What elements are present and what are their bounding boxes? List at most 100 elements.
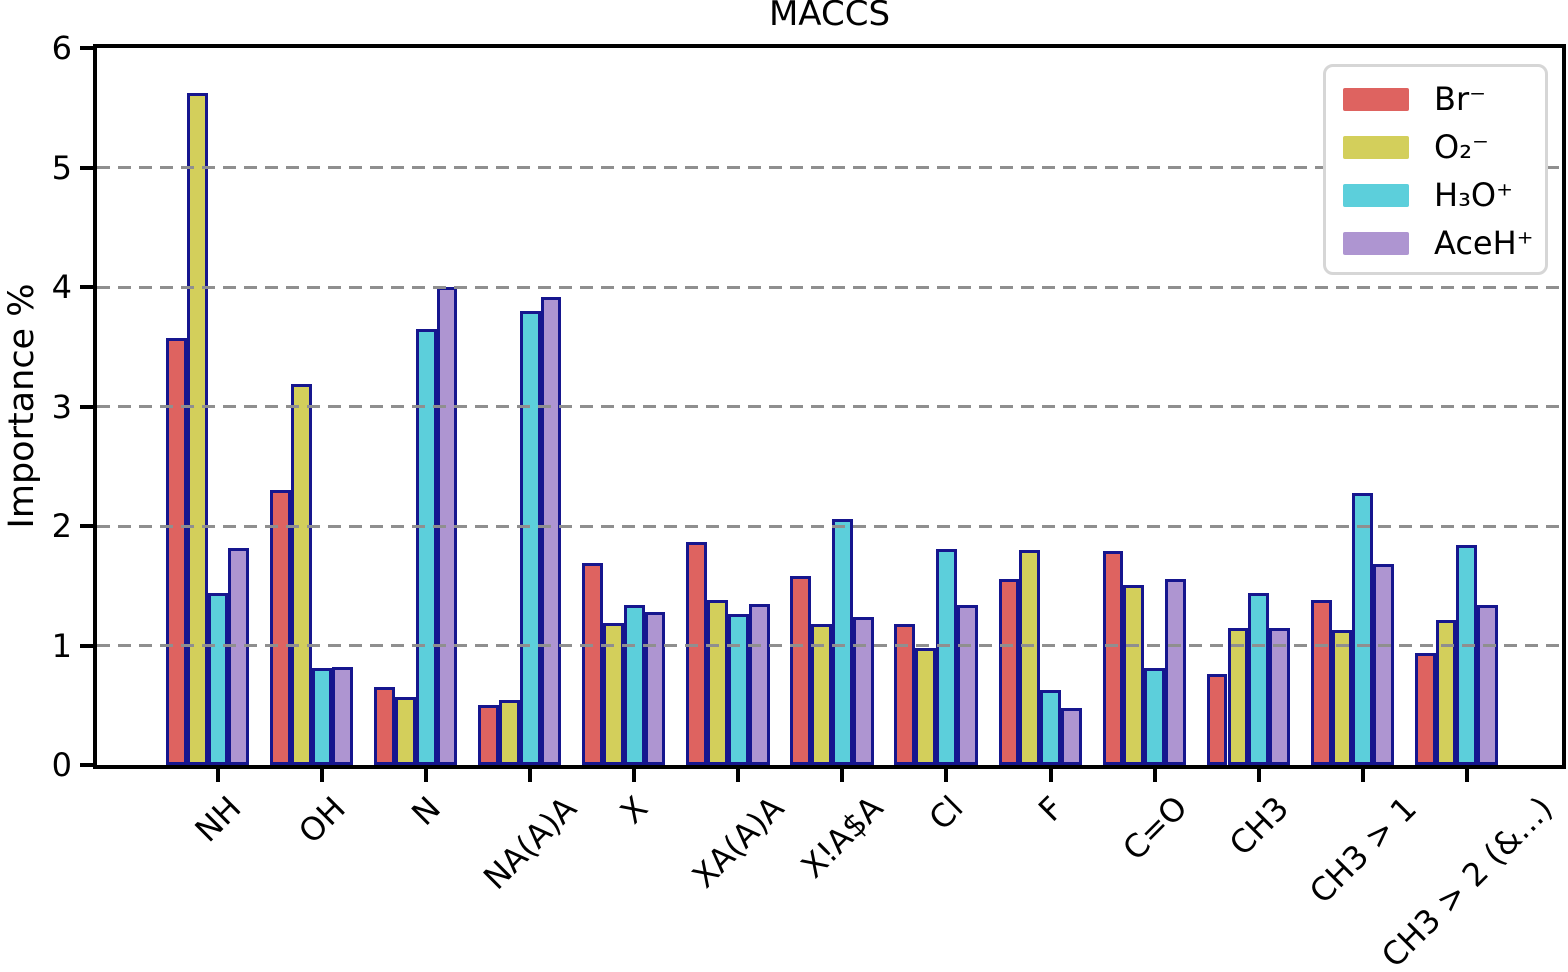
x-tick-label: OH [291,788,353,851]
legend-swatch [1343,183,1409,207]
x-tick [424,769,429,782]
x-tick-label: F [1030,788,1071,829]
legend-swatch [1343,135,1409,159]
x-tick-label: C=O [1114,788,1195,869]
x-tick [1048,769,1053,782]
x-tick-label: XA(A)A [685,788,792,896]
gridline [97,166,1562,169]
bar [915,647,937,765]
y-tick-label: 4 [51,268,72,306]
x-tick [1152,769,1157,782]
x-tick [320,769,325,782]
bar [311,668,333,765]
bar [1227,627,1249,765]
gridline [97,405,1562,408]
x-tick [1360,769,1365,782]
bar [1060,707,1082,765]
y-tick [80,763,93,767]
y-tick-label: 0 [51,746,72,784]
bar [1019,549,1041,765]
x-tick [1256,769,1261,782]
bar [603,622,624,765]
bar [228,547,250,765]
bar [540,296,562,765]
x-tick [736,769,741,782]
x-tick-label: NA(A)A [476,788,585,897]
bar [707,600,728,765]
legend-item: O₂⁻ [1343,128,1545,166]
bar [394,696,416,765]
bar [1310,600,1332,765]
legend-label: H₃O⁺ [1434,176,1513,214]
legend-item: H₃O⁺ [1343,176,1545,214]
bar [186,93,208,765]
gridline [97,644,1562,647]
bar [478,705,499,765]
x-tick [840,769,845,782]
bar [1165,578,1186,765]
bar [1477,604,1499,765]
bar [1269,627,1290,765]
x-tick [528,769,533,782]
y-tick-label: 2 [51,507,72,545]
legend-swatch [1343,231,1409,255]
bar [582,563,604,765]
chart-title: MACCS [768,0,891,34]
bar [1144,668,1166,765]
x-tick-label: NH [187,788,249,850]
bar [332,667,354,765]
bar [644,612,666,765]
bar [894,624,916,765]
y-tick [80,524,93,528]
bar [790,576,812,765]
bar [956,604,978,765]
bar [686,541,708,765]
plot-area [93,44,1566,769]
bar [1414,652,1436,765]
bar [1456,545,1478,765]
bar [936,548,957,765]
bar [499,700,520,765]
y-tick [80,46,93,50]
bar [1206,674,1228,765]
x-tick [1464,769,1469,782]
y-tick-label: 3 [51,387,72,426]
bar [519,310,541,765]
x-tick-label: CH3 > 1 [1301,788,1424,911]
bar [811,624,833,765]
y-tick [80,165,93,170]
legend-item: AceH⁺ [1343,224,1545,262]
bar [727,614,749,765]
legend-swatch [1343,87,1409,111]
bar [832,518,853,765]
y-tick-label: 6 [51,29,72,67]
bar [1435,620,1457,765]
x-tick-label: X [613,788,656,832]
legend-item: Br⁻ [1343,80,1545,118]
gridline [97,524,1562,528]
bar [1331,629,1353,765]
x-tick [944,769,949,782]
bar [1352,492,1374,765]
x-tick-label: N [404,788,449,833]
x-tick [632,769,637,782]
bar [1040,689,1061,765]
legend-label: Br⁻ [1434,80,1486,118]
bar [207,592,229,765]
bar [270,490,291,765]
bar [623,604,645,765]
x-tick-label: Cl [922,788,971,838]
bar [374,687,395,765]
y-tick [80,643,93,648]
x-tick [216,769,220,782]
bar [1248,592,1270,765]
bar [998,578,1020,765]
y-tick-label: 1 [51,626,72,665]
bar [290,383,312,765]
bar [166,338,187,765]
gridline [97,285,1562,289]
x-tick-label: CH3 [1221,788,1296,863]
bar [1123,584,1145,765]
y-tick-label: 5 [51,148,72,187]
